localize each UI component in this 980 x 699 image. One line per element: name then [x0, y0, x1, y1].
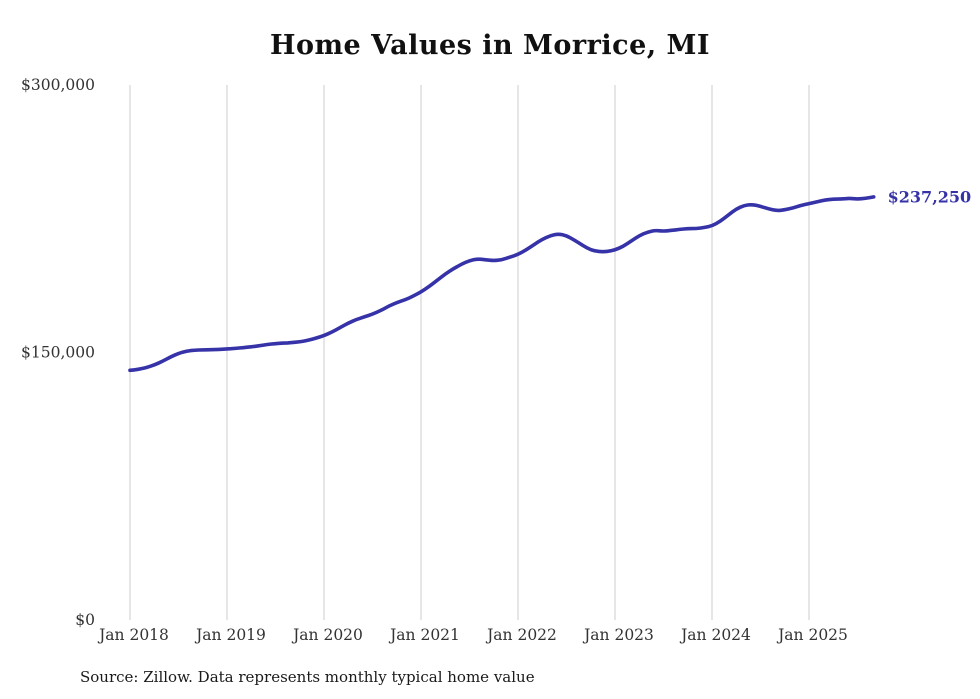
- x-axis-label: Jan 2020: [291, 626, 363, 644]
- y-axis-label: $300,000: [21, 76, 95, 94]
- y-axis-label: $0: [75, 611, 95, 629]
- series-group: $237,250: [128, 187, 972, 373]
- x-axis-labels-group: Jan 2018 Jan 2019 Jan 2020 Jan 2021 Jan 2022…: [97, 626, 848, 644]
- chart-title: Home Values in Morrice, MI: [269, 30, 711, 61]
- x-axis-label: Jan 2024: [679, 626, 751, 644]
- y-axis-label: $150,000: [21, 344, 95, 362]
- end-value-label: $237,250: [888, 187, 972, 206]
- x-axis-label: Jan 2021: [388, 626, 460, 644]
- x-axis-label: Jan 2022: [485, 626, 557, 644]
- y-axis-labels-group: $0 $150,000 $300,000: [21, 76, 95, 629]
- home-value-line: [128, 195, 876, 373]
- x-axis-label: Jan 2019: [194, 626, 266, 644]
- x-axis-label: Jan 2023: [582, 626, 654, 644]
- x-axis-label: Jan 2025: [776, 626, 848, 644]
- gridlines-group: [129, 85, 810, 620]
- source-note: Source: Zillow. Data represents monthly …: [80, 668, 535, 686]
- x-axis-label: Jan 2018: [97, 626, 169, 644]
